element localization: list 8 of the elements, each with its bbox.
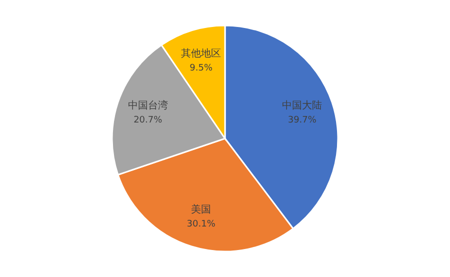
slice-label: 中国大陆 bbox=[282, 100, 322, 112]
data-label: 20.7% bbox=[134, 116, 163, 126]
slice-label: 中国台湾 bbox=[128, 100, 168, 112]
data-label: 39.7% bbox=[288, 116, 317, 126]
slice-label: 其他地区 bbox=[181, 48, 222, 60]
data-label: 30.1% bbox=[186, 219, 216, 230]
data-label: 9.5% bbox=[190, 64, 213, 74]
slice-label: 美国 bbox=[191, 203, 212, 216]
